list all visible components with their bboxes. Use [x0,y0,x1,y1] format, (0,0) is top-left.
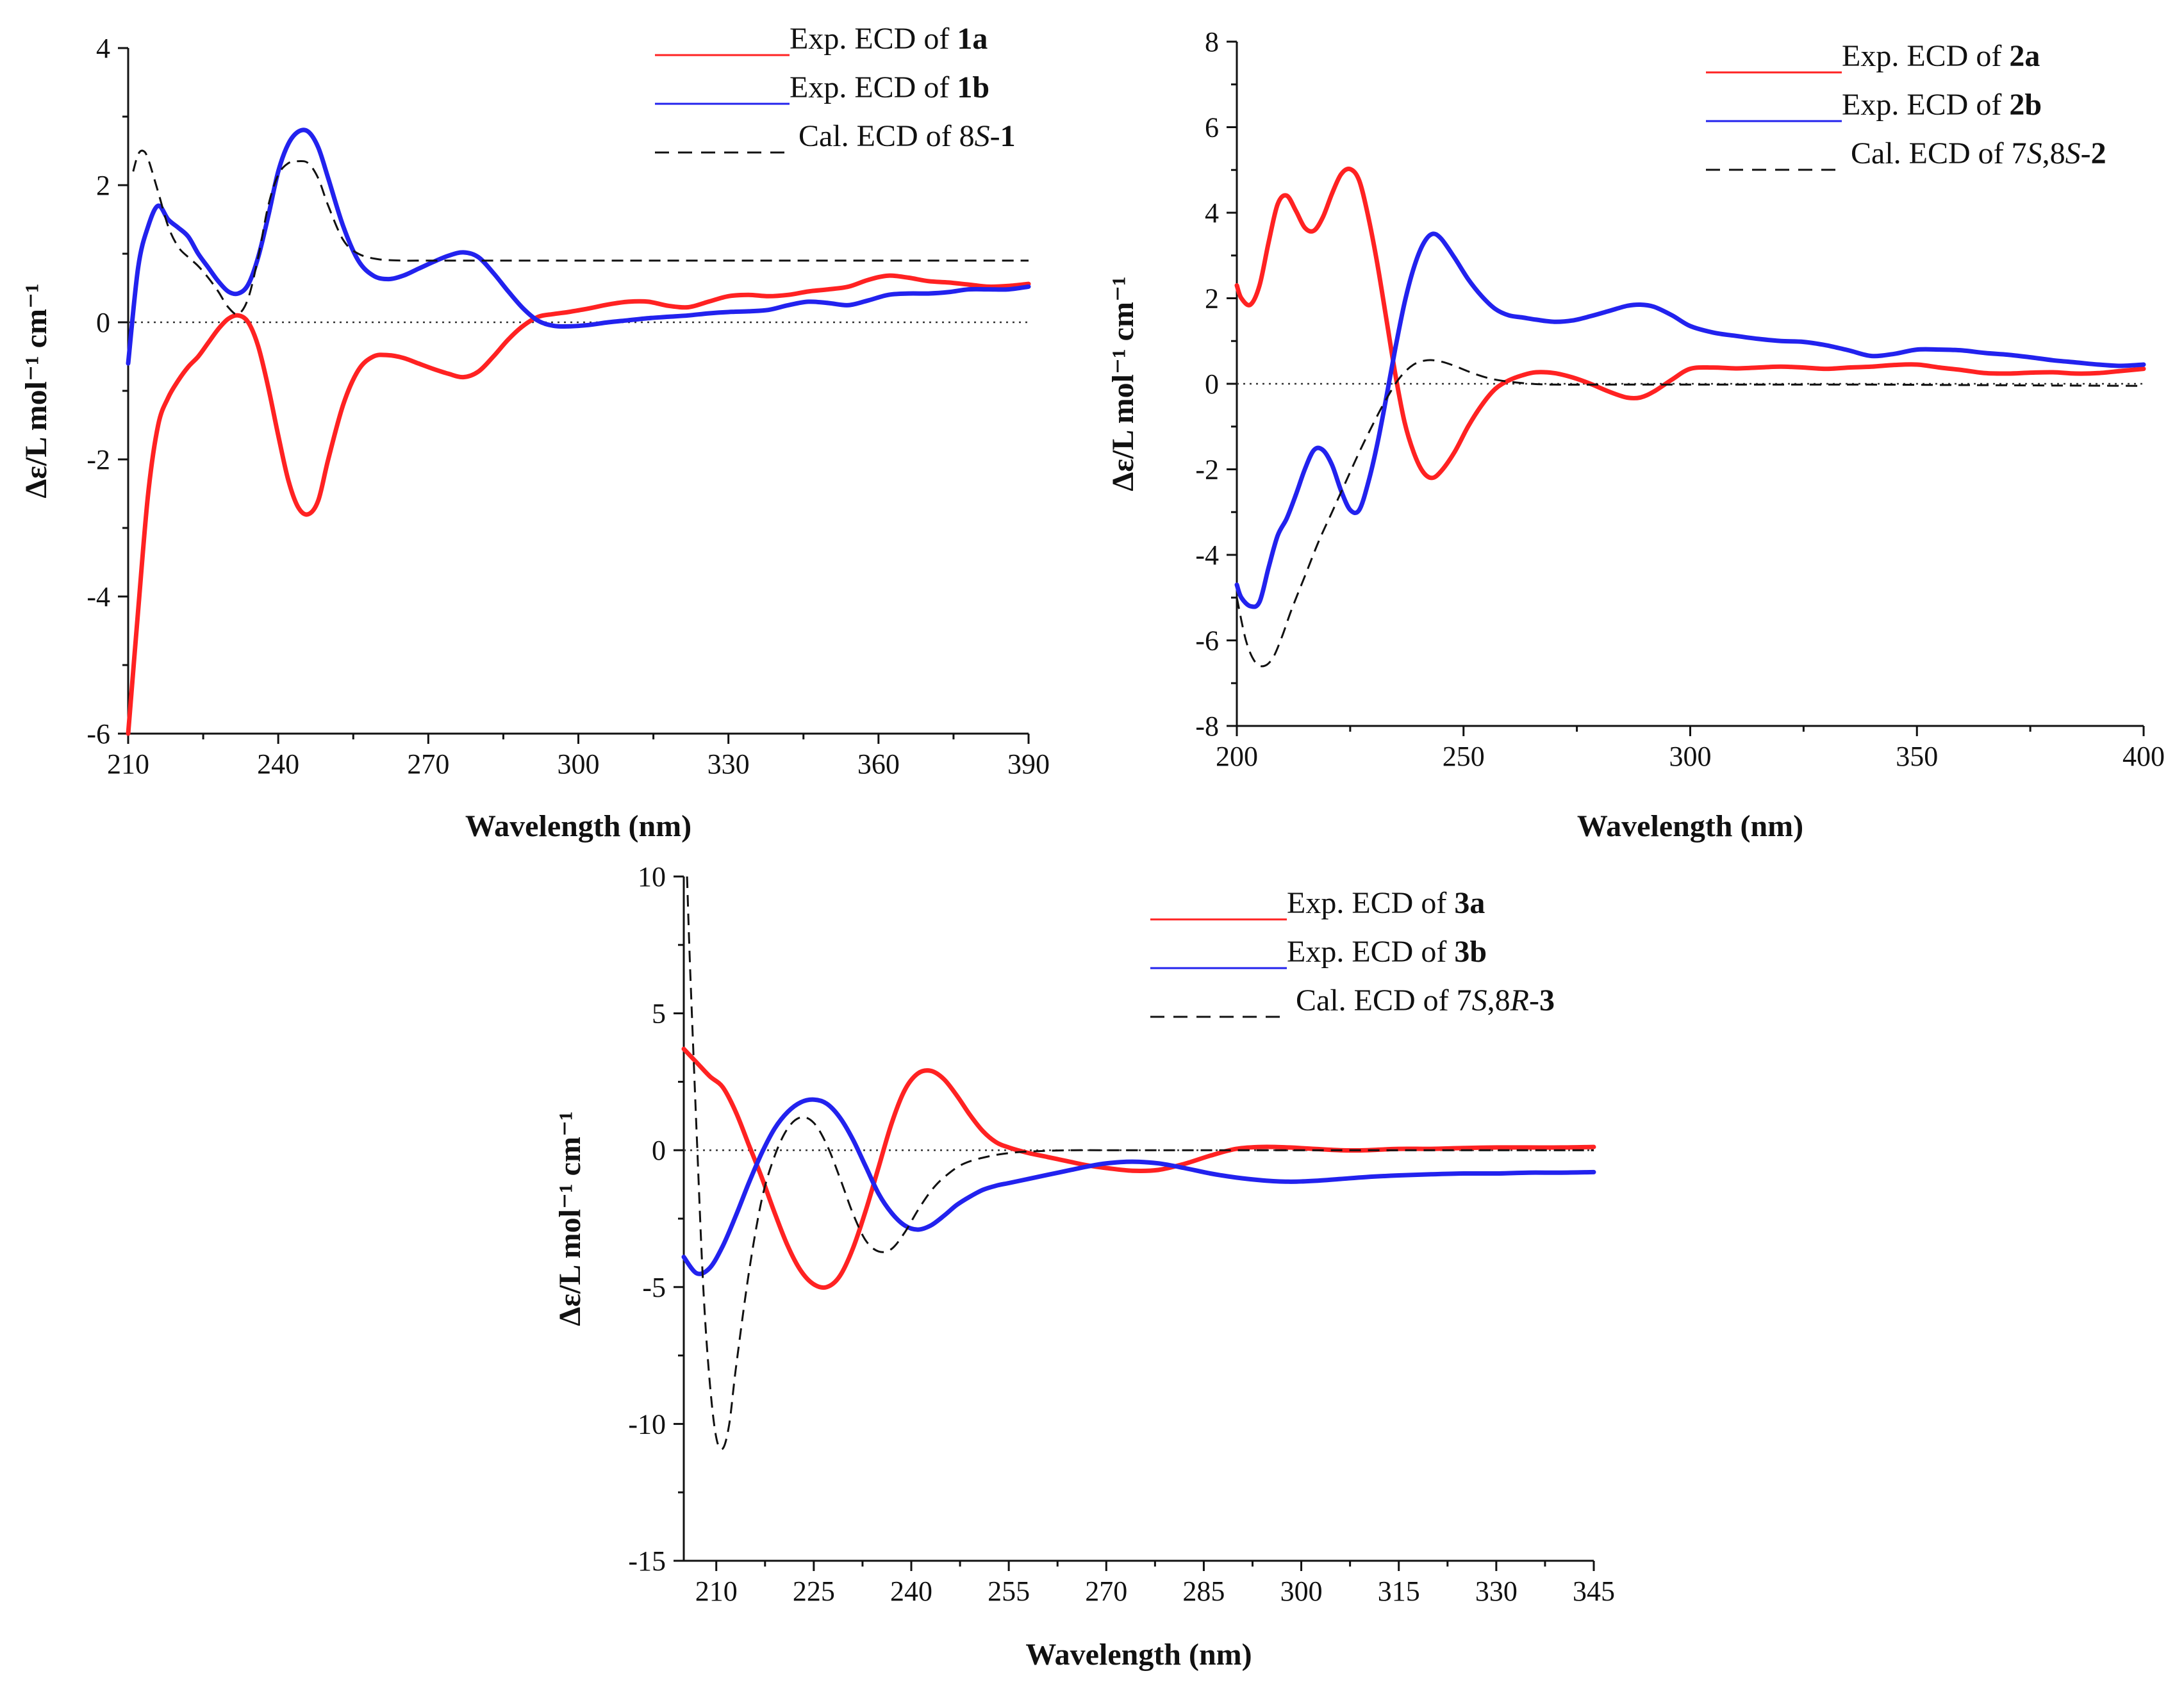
y-tick-label: 6 [1205,112,1219,144]
x-tick-label: 300 [558,748,600,780]
y-tick-label: -4 [1195,539,1219,571]
y-tick-label: -6 [1195,625,1219,657]
y-tick-label: 2 [96,170,110,201]
legend-label-3: Cal. ECD of 7S,8R-3 [1296,983,1555,1017]
legend-label-2: Exp. ECD of 2b [1842,88,2042,122]
x-axis-title: Wavelength (nm) [465,809,691,843]
x-tick-label: 240 [257,748,299,780]
x-tick-label: 270 [407,748,449,780]
x-tick-label: 225 [793,1576,835,1607]
y-tick-label: -4 [87,581,110,613]
y-tick-label: 8 [1205,26,1219,58]
x-axis-title: Wavelength (nm) [1577,809,1803,843]
x-tick-label: 210 [107,748,149,780]
x-tick-label: 240 [890,1576,932,1607]
x-tick-label: 270 [1085,1576,1127,1607]
y-tick-label: 0 [652,1135,666,1166]
x-axis-title: Wavelength (nm) [1025,1638,1252,1672]
x-tick-label: 360 [857,748,900,780]
x-tick-label: 285 [1182,1576,1225,1607]
y-tick-label: 2 [1205,283,1219,315]
series-line-3 [132,149,1029,316]
x-tick-label: 345 [1573,1576,1615,1607]
x-tick-label: 300 [1669,741,1712,772]
series-line-2 [681,1097,1596,1276]
series-line-2 [126,128,1031,366]
y-tick-label: -5 [642,1272,666,1303]
series-line-1 [126,273,1031,736]
panel-2: -8 -6 -4 -2 0 2 4 6 8 200 250 300 350 400 Wavelength (… [1106,26,2165,843]
series-line-1 [681,1046,1596,1290]
panel-3: -15 -10 -5 0 5 10 210 225 240 255 270 285 300 315 330 3… [553,861,1615,1672]
legend-label-2: Exp. ECD of 3b [1287,935,1487,969]
y-tick-label: 4 [96,33,110,64]
legend-label-1: Exp. ECD of 3a [1287,886,1485,920]
y-axis-title: Δε/L mol⁻¹ cm⁻¹ [1106,276,1140,491]
x-tick-label: 330 [707,748,750,780]
x-tick-label: 250 [1443,741,1485,772]
legend-label-3: Cal. ECD of 8S-1 [798,119,1016,153]
y-tick-label: -2 [1195,454,1219,486]
x-tick-label: 210 [695,1576,738,1607]
series-line-3 [1236,359,2144,668]
x-tick-label: 350 [1896,741,1938,772]
legend-label-2: Exp. ECD of 1b [790,70,989,104]
series-line-1 [1234,166,2146,481]
x-tick-label: 330 [1475,1576,1518,1607]
y-tick-label: -8 [1195,711,1219,742]
x-tick-label: 255 [988,1576,1030,1607]
y-tick-label: 5 [652,998,666,1030]
y-tick-label: -10 [628,1408,666,1440]
y-tick-label: 10 [638,861,666,893]
y-tick-label: -15 [628,1545,666,1577]
y-tick-label: -6 [87,718,110,750]
legend-label-1: Exp. ECD of 1a [790,22,988,56]
legend-label-1: Exp. ECD of 2a [1842,39,2040,73]
legend-label-3: Cal. ECD of 7S,8S-2 [1851,136,2106,170]
x-tick-label: 400 [2122,741,2165,772]
x-tick-label: 315 [1378,1576,1420,1607]
y-tick-label: -2 [87,444,110,475]
x-tick-label: 390 [1007,748,1050,780]
x-tick-label: 300 [1280,1576,1323,1607]
y-tick-label: 0 [1205,368,1219,400]
series-line-2 [1234,231,2146,609]
y-axis-title: Δε/L mol⁻¹ cm⁻¹ [553,1111,587,1326]
y-tick-label: 4 [1205,197,1219,229]
x-tick-label: 200 [1216,741,1258,772]
y-tick-label: 0 [96,307,110,338]
series-line-3 [686,876,1594,1451]
panel-1: -6 -4 -2 0 2 4 210 240 270 300 330 360 390 Wavelength… [19,22,1050,843]
y-axis-title: Δε/L mol⁻¹ cm⁻¹ [19,283,53,498]
